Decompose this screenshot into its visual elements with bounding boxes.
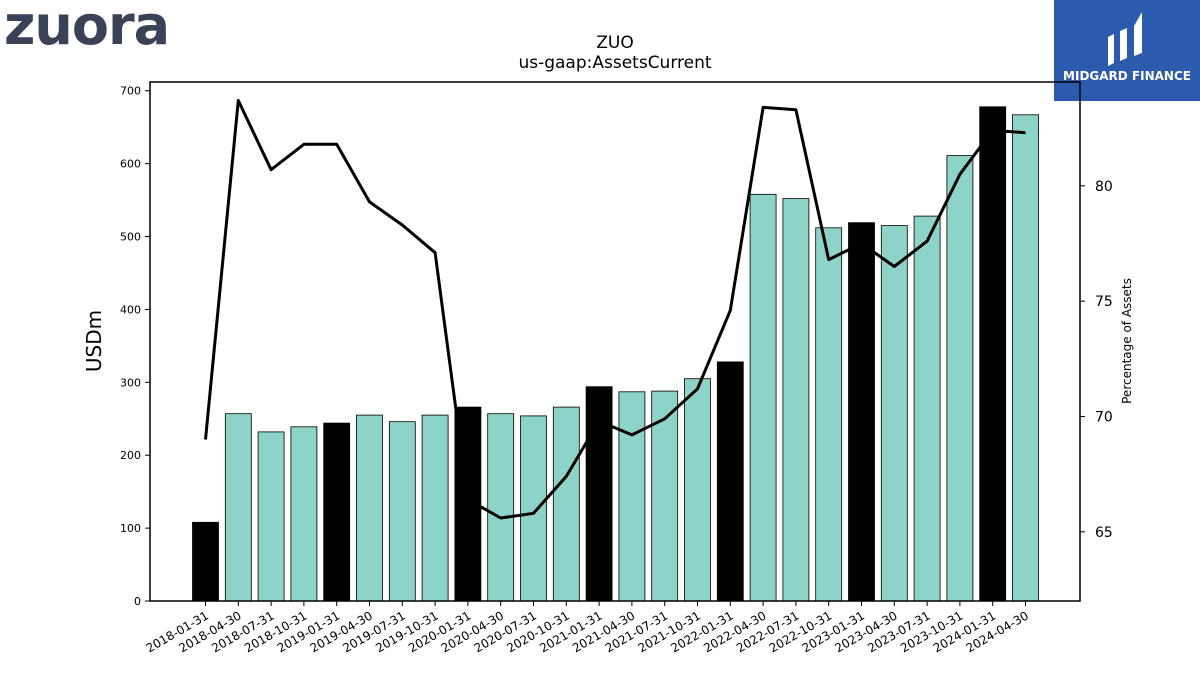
bar xyxy=(487,413,515,602)
y2-tick-label: 80 xyxy=(1095,179,1113,195)
y2-tick-label: 65 xyxy=(1095,525,1113,541)
bar xyxy=(618,391,646,602)
y-tick-label: 200 xyxy=(120,449,141,462)
brand-badge-label: MIDGARD FINANCE xyxy=(1063,69,1191,83)
y-tick-label: 600 xyxy=(120,158,141,171)
y-tick-label: 100 xyxy=(120,522,141,535)
bar xyxy=(848,222,875,602)
bar xyxy=(979,106,1007,602)
bar xyxy=(749,193,777,602)
bar xyxy=(356,414,383,602)
bar xyxy=(192,521,219,602)
bar-series xyxy=(192,106,1039,602)
bar xyxy=(585,386,613,602)
chart-title: ZUO xyxy=(596,33,633,53)
y2-axis-label: Percentage of Assets xyxy=(1120,278,1134,404)
bar xyxy=(552,406,580,602)
brand-badge: MIDGARD FINANCE xyxy=(1054,0,1200,101)
bar xyxy=(421,414,449,602)
chart-subtitle: us-gaap:AssetsCurrent xyxy=(518,53,711,73)
percentage-line xyxy=(204,99,1026,520)
bar xyxy=(290,426,318,602)
line-series xyxy=(204,99,1026,520)
y-axis-label: USDm xyxy=(82,310,106,372)
bar xyxy=(782,198,810,602)
y-tick-label: 700 xyxy=(120,85,141,98)
y-tick-label: 400 xyxy=(120,303,141,316)
y2-tick-label: 75 xyxy=(1095,294,1113,310)
plot-frame xyxy=(149,81,1081,602)
brand-logo-icon xyxy=(1108,12,1142,66)
bar xyxy=(1012,114,1039,602)
bar xyxy=(651,390,679,602)
y-tick-label: 300 xyxy=(120,376,141,389)
y-tick-label: 500 xyxy=(120,231,141,244)
bar xyxy=(880,225,908,602)
company-logo: zuora xyxy=(4,0,170,57)
bar xyxy=(913,215,941,602)
bar xyxy=(323,422,351,602)
bar xyxy=(815,227,843,602)
bar xyxy=(388,421,416,602)
bar xyxy=(716,361,744,602)
bar xyxy=(684,378,711,602)
bar xyxy=(946,155,974,602)
bar xyxy=(224,413,252,602)
bar xyxy=(520,415,547,602)
bar xyxy=(257,431,285,602)
y-tick-label: 0 xyxy=(134,595,141,608)
y2-tick-label: 70 xyxy=(1095,409,1113,425)
